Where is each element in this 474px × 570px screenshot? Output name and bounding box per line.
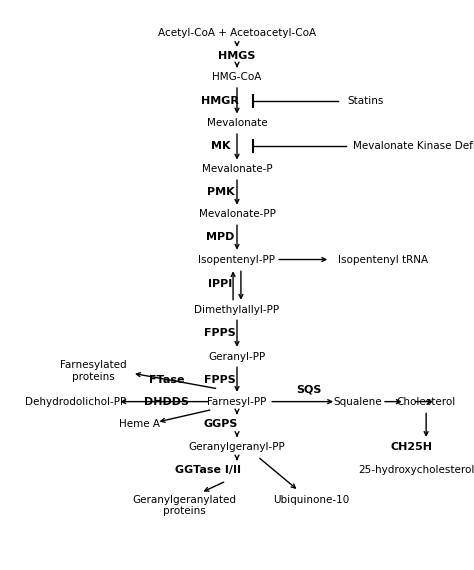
- Text: FPPS: FPPS: [204, 375, 236, 385]
- Text: Squalene: Squalene: [333, 397, 382, 406]
- Text: Statins: Statins: [348, 96, 384, 106]
- Text: Mevalonate Kinase Deficiency: Mevalonate Kinase Deficiency: [353, 141, 474, 151]
- Text: PMK: PMK: [207, 187, 234, 197]
- Text: Mevalonate-P: Mevalonate-P: [202, 164, 272, 174]
- Text: GGPS: GGPS: [203, 419, 237, 429]
- Text: DHDDS: DHDDS: [144, 397, 189, 406]
- Text: Mevalonate: Mevalonate: [207, 119, 267, 128]
- Text: FTase: FTase: [149, 375, 184, 385]
- Text: Isopentenyl tRNA: Isopentenyl tRNA: [338, 255, 428, 264]
- Text: FPPS: FPPS: [204, 328, 236, 338]
- Text: Farnesylated
proteins: Farnesylated proteins: [60, 360, 126, 382]
- Text: GGTase I/II: GGTase I/II: [174, 465, 241, 475]
- Text: MK: MK: [210, 141, 230, 151]
- Text: Isopentenyl-PP: Isopentenyl-PP: [199, 255, 275, 264]
- Text: Dehydrodolichol-PP: Dehydrodolichol-PP: [25, 397, 126, 406]
- Text: Heme A: Heme A: [119, 419, 161, 429]
- Text: CH25H: CH25H: [391, 442, 432, 451]
- Text: Acetyl-CoA + Acetoacetyl-CoA: Acetyl-CoA + Acetoacetyl-CoA: [158, 28, 316, 38]
- Text: HMG-CoA: HMG-CoA: [212, 72, 262, 82]
- Text: Geranyl-PP: Geranyl-PP: [209, 352, 265, 361]
- Text: HMGS: HMGS: [219, 51, 255, 60]
- Text: MPD: MPD: [206, 232, 235, 242]
- Text: Farnesyl-PP: Farnesyl-PP: [207, 397, 267, 406]
- Text: IPPI: IPPI: [208, 279, 232, 289]
- Text: Geranylgeranylated
proteins: Geranylgeranylated proteins: [132, 495, 236, 516]
- Text: Cholesterol: Cholesterol: [397, 397, 456, 406]
- Text: 25-hydroxycholesterol: 25-hydroxycholesterol: [358, 465, 474, 475]
- Text: HMGR: HMGR: [201, 96, 239, 106]
- Text: SQS: SQS: [296, 385, 321, 395]
- Text: Geranylgeranyl-PP: Geranylgeranyl-PP: [189, 442, 285, 451]
- Text: Mevalonate-PP: Mevalonate-PP: [199, 209, 275, 219]
- Text: Dimethylallyl-PP: Dimethylallyl-PP: [194, 304, 280, 315]
- Text: Ubiquinone-10: Ubiquinone-10: [273, 495, 350, 504]
